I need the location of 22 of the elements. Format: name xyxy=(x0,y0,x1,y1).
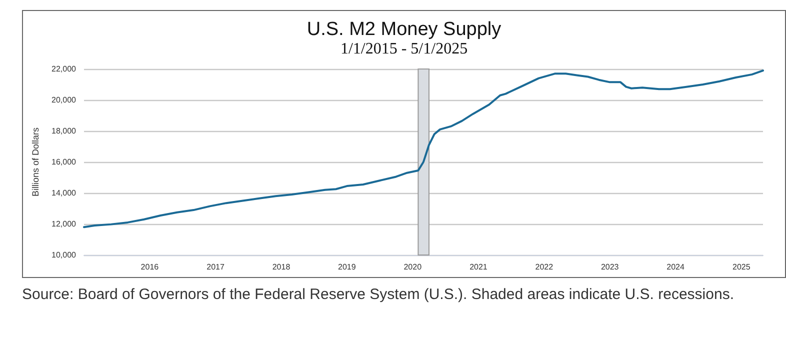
y-tick-label: 22,000 xyxy=(52,64,77,74)
chart-subtitle: 1/1/2015 - 5/1/2025 xyxy=(340,40,468,58)
y-tick-label: 14,000 xyxy=(52,188,77,198)
line-series xyxy=(83,70,764,228)
x-tick-label: 2023 xyxy=(600,262,620,272)
x-tick-label: 2021 xyxy=(470,262,488,272)
x-tick-label: 2019 xyxy=(338,262,356,272)
x-tick-label: 2024 xyxy=(666,262,685,272)
source-note: Source: Board of Governors of the Federal Reserve System (U.S.). Shaded areas indicate U.S. recessions. xyxy=(22,285,735,305)
y-tick-label: 16,000 xyxy=(52,158,77,166)
y-tick-label: 10,000 xyxy=(52,250,77,260)
x-tick-label: 2018 xyxy=(272,262,291,272)
y-tick-label: 18,000 xyxy=(52,126,77,136)
chart-title: U.S. M2 Money Supply xyxy=(306,19,502,40)
x-tick-label: 2020 xyxy=(404,262,422,272)
x-tick-label: 2017 xyxy=(206,262,225,272)
x-tick-label: 2016 xyxy=(140,262,160,272)
y-tick-label: 12,000 xyxy=(52,220,77,228)
x-tick-label: 2025 xyxy=(732,262,751,272)
x-tick-label: 2022 xyxy=(535,262,554,272)
y-axis-title: Billions of Dollars xyxy=(30,126,40,197)
y-tick-label: 20,000 xyxy=(52,96,77,104)
